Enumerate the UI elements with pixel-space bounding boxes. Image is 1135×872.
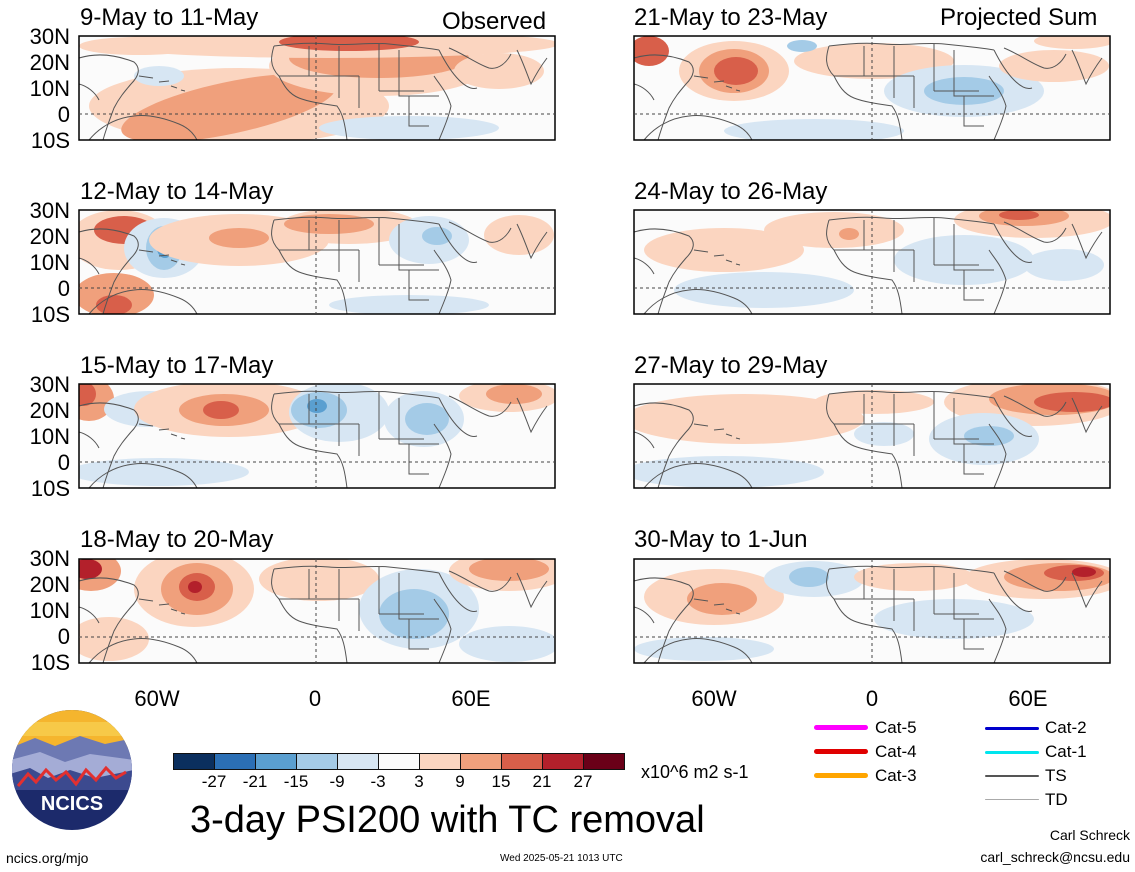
lat-label: 10S <box>30 128 70 153</box>
panel-title: 27-May to 29-May <box>634 352 828 379</box>
lat-label: 10S <box>30 650 70 675</box>
panel-title: 18-May to 20-May <box>80 526 274 553</box>
legend-label: Cat-4 <box>875 742 917 761</box>
colorbar-swatch <box>501 753 543 770</box>
lat-label: 10N <box>29 76 70 101</box>
panel-note-observed: Observed <box>442 8 547 35</box>
lat-label: 20N <box>29 572 70 597</box>
lat-label: 0 <box>57 102 70 127</box>
map-panel-3 <box>79 384 555 488</box>
legend-label: Cat-1 <box>1045 742 1087 761</box>
colorbar-tick: -27 <box>201 772 227 791</box>
right-map-frames <box>633 35 1111 664</box>
lat-label: 10N <box>29 424 70 449</box>
psi-field-5 <box>634 36 1110 140</box>
colorbar-tick: -15 <box>283 772 309 791</box>
lat-label: 0 <box>57 450 70 475</box>
legend-line-cat4 <box>814 749 868 754</box>
legend-label: Cat-3 <box>875 766 917 785</box>
lat-label: 20N <box>29 224 70 249</box>
colorbar-tick: -3 <box>370 772 386 791</box>
lon-label: 60E <box>451 686 491 711</box>
footer-url[interactable]: ncics.org/mjo <box>6 850 89 866</box>
lon-label: 0 <box>865 686 879 711</box>
lat-label: 30N <box>29 546 70 571</box>
lat-label: 20N <box>29 398 70 423</box>
panel-title: 12-May to 14-May <box>80 178 274 205</box>
lat-label: 10N <box>29 598 70 623</box>
legend-line-cat2 <box>985 727 1039 730</box>
colorbar-swatch <box>296 753 338 770</box>
legend-label: Cat-5 <box>875 718 917 737</box>
colorbar-tick: 9 <box>455 772 465 791</box>
main-title: 3-day PSI200 with TC removal <box>190 799 705 841</box>
colorbar-tick: -9 <box>329 772 345 791</box>
colorbar-swatch <box>583 753 625 770</box>
lat-label: 0 <box>57 276 70 301</box>
logo-text: NCICS <box>41 793 103 815</box>
colorbar-swatch <box>460 753 502 770</box>
colorbar <box>173 753 625 770</box>
colorbar-swatch <box>173 753 215 770</box>
lat-label: 10S <box>30 476 70 501</box>
legend-label: TD <box>1045 790 1068 809</box>
psi-field-4 <box>79 559 555 662</box>
colorbar-tick: 27 <box>573 772 593 791</box>
legend-label: TS <box>1045 766 1067 785</box>
colorbar-swatch <box>378 753 420 770</box>
lat-label: 10S <box>30 302 70 327</box>
colorbar-tick: 3 <box>414 772 424 791</box>
colorbar-swatch <box>214 753 256 770</box>
lon-label: 60W <box>134 686 180 711</box>
legend-line-ts <box>985 775 1039 777</box>
colorbar-tick: -21 <box>242 772 268 791</box>
panel-title: 21-May to 23-May <box>634 4 828 31</box>
panel-title: 9-May to 11-May <box>80 4 259 31</box>
legend-line-td <box>985 799 1039 800</box>
legend-line-cat5 <box>814 725 868 730</box>
panel-title: 30-May to 1-Jun <box>634 526 808 553</box>
lon-label: 0 <box>308 686 322 711</box>
colorbar-tick: 21 <box>532 772 552 791</box>
colorbar-swatch <box>337 753 379 770</box>
footer-timestamp: Wed 2025-05-21 1013 UTC <box>500 853 623 864</box>
panel-title: 15-May to 17-May <box>80 352 274 379</box>
lon-label: 60E <box>1008 686 1048 711</box>
lat-label: 30N <box>29 198 70 223</box>
colorbar-swatch <box>542 753 584 770</box>
lat-label: 20N <box>29 50 70 75</box>
colorbar-swatch <box>255 753 297 770</box>
footer-author: Carl Schreck <box>1049 827 1130 843</box>
colorbar-tick-labels: -27 -21 -15 -9 -3 3 9 15 21 27 <box>173 773 633 793</box>
panel-note-projected: Projected Sum <box>940 4 1098 31</box>
left-map-frames <box>78 35 556 664</box>
ncics-logo: NCICS <box>10 708 134 832</box>
panel-title: 24-May to 26-May <box>634 178 828 205</box>
lat-label: 30N <box>29 372 70 397</box>
legend-line-cat3 <box>814 773 868 778</box>
lat-label: 30N <box>29 24 70 49</box>
psi-field-2 <box>79 210 554 314</box>
legend-line-cat1 <box>985 751 1039 754</box>
colorbar-tick: 15 <box>491 772 511 791</box>
footer-email[interactable]: carl_schreck@ncsu.edu <box>980 849 1130 865</box>
colorbar-swatch <box>419 753 461 770</box>
colorbar-units: x10^6 m2 s-1 <box>641 762 749 782</box>
lon-label: 60W <box>691 686 737 711</box>
lat-label: 0 <box>57 624 70 649</box>
legend-label: Cat-2 <box>1045 718 1087 737</box>
lat-label: 10N <box>29 250 70 275</box>
